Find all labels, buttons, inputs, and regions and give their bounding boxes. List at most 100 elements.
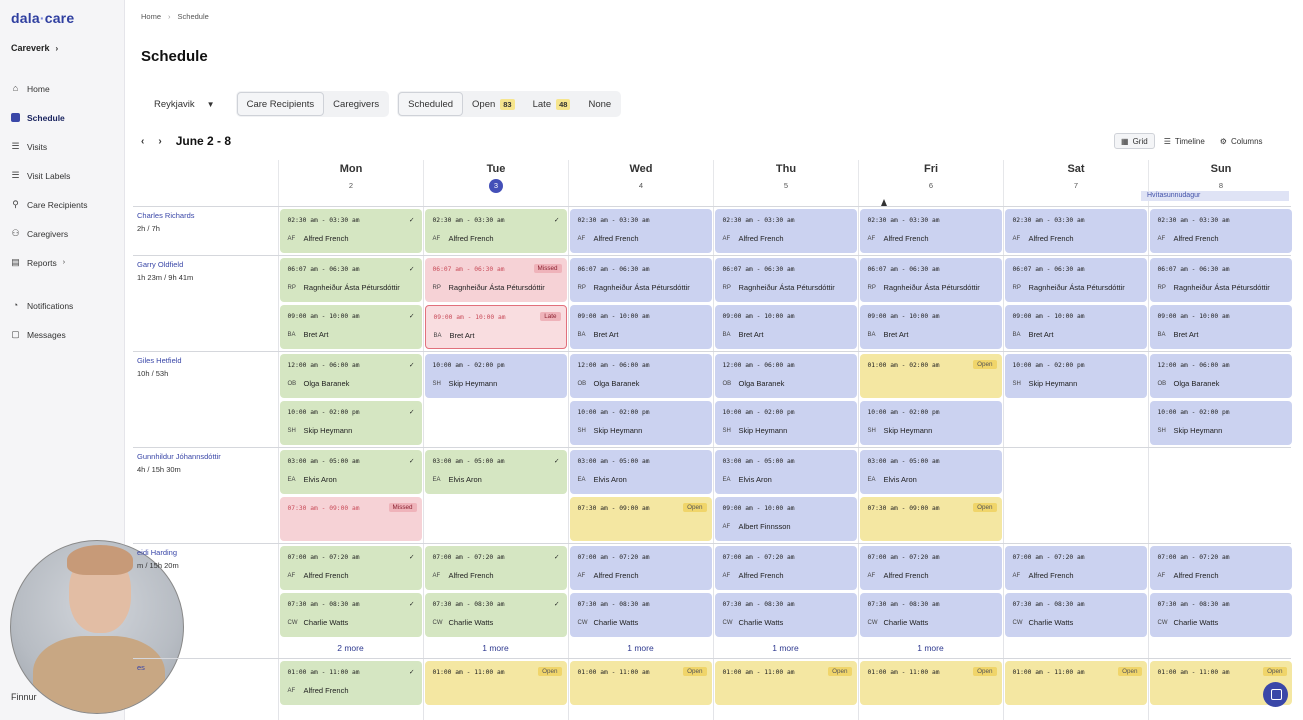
visit-card[interactable]: 07:00 am - 07:20 am ✓ AF Alfred French [424,546,567,590]
visit-card[interactable]: 07:30 am - 09:00 am Open [859,497,1002,541]
visit-card[interactable]: 07:30 am - 09:00 am Missed [279,497,422,541]
visit-card[interactable]: 06:07 am - 06:30 am RP Ragnheiður Ásta Pét… [714,258,857,302]
sidebar-item-care-recipients[interactable]: ⚲ Care Recipients [0,190,124,219]
visit-card[interactable]: 07:00 am - 07:20 am AF Alfred French [569,546,712,590]
breadcrumb-home[interactable]: Home [141,12,162,21]
filter-late[interactable]: Late 48 [524,92,580,116]
visit-card[interactable]: 01:00 am - 02:00 am Open [859,354,1002,398]
visit-card[interactable]: 06:07 am - 06:30 am RP Ragnheiður Ásta Pét… [1004,258,1147,302]
visit-card[interactable]: 07:30 am - 08:30 am CW Charlie Watts [1149,593,1292,637]
visit-card[interactable]: 10:00 am - 02:00 pm SH Skip Heymann [424,354,567,398]
visit-card[interactable]: 07:30 am - 09:00 am Open [569,497,712,541]
visit-card[interactable]: 12:00 am - 06:00 am OB Olga Baranek [569,354,712,398]
visit-card[interactable]: 12:00 am - 06:00 am OB Olga Baranek [714,354,857,398]
visit-card[interactable]: 07:30 am - 08:30 am CW Charlie Watts [714,593,857,637]
visit-card[interactable]: 02:30 am - 03:30 am AF Alfred French [714,209,857,253]
sidebar-item-notifications[interactable]: ◔ Notifications [0,291,124,320]
sidebar-item-visits[interactable]: ☰ Visits [0,132,124,161]
sidebar-item-caregivers[interactable]: ⚇ Caregivers [0,219,124,248]
visit-card[interactable]: 02:30 am - 03:30 am ✓ AF Alfred French [424,209,567,253]
organization-switcher[interactable]: Careverk › [11,43,59,53]
show-more-link[interactable]: 1 more [917,643,944,653]
filter-scheduled[interactable]: Scheduled [398,92,464,116]
visit-card[interactable]: 03:00 am - 05:00 am EA Elvis Aron [714,450,857,494]
location-select[interactable]: Reykjavik ▼ [154,98,215,110]
care-recipient-link[interactable]: eidi Harding [137,548,178,557]
visit-card[interactable]: 09:00 am - 10:00 am BA Bret Art [569,305,712,349]
visit-card[interactable]: 09:00 am - 10:00 am Late BA Bret Art [424,305,567,349]
support-chat-button[interactable] [1263,682,1288,707]
visit-card[interactable]: 06:07 am - 06:30 am ✓ RP Ragnheiður Ásta Pé… [279,258,422,302]
visit-card[interactable]: 09:00 am - 10:00 am BA Bret Art [1004,305,1147,349]
sidebar-item-visit-labels[interactable]: ☰ Visit Labels [0,161,124,190]
next-week-icon[interactable]: › [158,135,162,147]
sidebar-item-reports[interactable]: ▤ Reports › [0,248,124,277]
visit-card[interactable]: 01:00 am - 11:00 am ✓ AF Alfred French [279,661,422,705]
visit-card[interactable]: 09:00 am - 10:00 am BA Bret Art [714,305,857,349]
visit-card[interactable]: 12:00 am - 06:00 am ✓ OB Olga Baranek [279,354,422,398]
visit-card[interactable]: 03:00 am - 05:00 am EA Elvis Aron [569,450,712,494]
view-columns[interactable]: ⚙ Columns [1219,136,1263,146]
tab-caregivers[interactable]: Caregivers [333,98,380,110]
visit-card[interactable]: 10:00 am - 02:00 pm SH Skip Heymann [714,401,857,445]
visit-card[interactable]: 07:00 am - 07:20 am AF Alfred French [859,546,1002,590]
visit-card[interactable]: 09:00 am - 10:00 am AF Albert Finnsson [714,497,857,541]
visit-card[interactable]: 07:00 am - 07:20 am AF Alfred French [1149,546,1292,590]
visit-card[interactable]: 03:00 am - 05:00 am ✓ EA Elvis Aron [424,450,567,494]
visit-card[interactable]: 03:00 am - 05:00 am EA Elvis Aron [859,450,1002,494]
visit-card[interactable]: 03:00 am - 05:00 am ✓ EA Elvis Aron [279,450,422,494]
care-recipient-link[interactable]: es [137,663,145,672]
visit-card[interactable]: 01:00 am - 11:00 am Open [424,661,567,705]
user-menu[interactable]: Finnur [11,692,37,702]
show-more-link[interactable]: 2 more [337,643,364,653]
caregiver: AF Alfred French [1013,234,1074,243]
visit-card[interactable]: 01:00 am - 11:00 am Open [569,661,712,705]
visit-card[interactable]: 07:30 am - 08:30 am CW Charlie Watts [1004,593,1147,637]
view-timeline[interactable]: ☰ Timeline [1163,136,1205,146]
show-more-link[interactable]: 1 more [482,643,509,653]
show-more-link[interactable]: 1 more [772,643,799,653]
visit-card[interactable]: 10:00 am - 02:00 pm SH Skip Heymann [859,401,1002,445]
visit-card[interactable]: 02:30 am - 03:30 am AF Alfred French [1149,209,1292,253]
visit-card[interactable]: 12:00 am - 06:00 am OB Olga Baranek [1149,354,1292,398]
care-recipient-link[interactable]: Giles Hetfield [137,356,182,365]
sidebar-item-messages[interactable]: ▢ Messages [0,320,124,349]
visit-card[interactable]: 06:07 am - 06:30 am RP Ragnheiður Ásta Pét… [569,258,712,302]
visit-card[interactable]: 06:07 am - 06:30 am Missed RP Ragnheiður Ás… [424,258,567,302]
sidebar-item-home[interactable]: ⌂ Home [0,74,124,103]
visit-card[interactable]: 07:00 am - 07:20 am AF Alfred French [714,546,857,590]
visit-card[interactable]: 01:00 am - 11:00 am Open [859,661,1002,705]
visit-card[interactable]: 06:07 am - 06:30 am RP Ragnheiður Ásta Pét… [859,258,1002,302]
visit-card[interactable]: 10:00 am - 02:00 pm ✓ SH Skip Heymann [279,401,422,445]
visit-card[interactable]: 07:30 am - 08:30 am ✓ CW Charlie Watts [424,593,567,637]
dala-care-logo[interactable]: dala·care [11,10,75,26]
visit-card[interactable]: 10:00 am - 02:00 pm SH Skip Heymann [1149,401,1292,445]
visit-card[interactable]: 10:00 am - 02:00 pm SH Skip Heymann [1004,354,1147,398]
visit-card[interactable]: 02:30 am - 03:30 am AF Alfred French [859,209,1002,253]
filter-open[interactable]: Open 83 [463,92,524,116]
visit-card[interactable]: 07:00 am - 07:20 am ✓ AF Alfred French [279,546,422,590]
visit-card[interactable]: 06:07 am - 06:30 am RP Ragnheiður Ásta Pét… [1149,258,1292,302]
visit-card[interactable]: 09:00 am - 10:00 am BA Bret Art [859,305,1002,349]
tab-care-recipients[interactable]: Care Recipients [236,92,325,116]
care-recipient-link[interactable]: Charles Richards [137,211,195,220]
sidebar-item-schedule[interactable]: Schedule [0,103,124,132]
care-recipient-link[interactable]: Garry Oldfield [137,260,184,269]
visit-card[interactable]: 09:00 am - 10:00 am BA Bret Art [1149,305,1292,349]
visit-card[interactable]: 02:30 am - 03:30 am ✓ AF Alfred French [279,209,422,253]
visit-card[interactable]: 07:30 am - 08:30 am ✓ CW Charlie Watts [279,593,422,637]
visit-card[interactable]: 01:00 am - 11:00 am Open [1004,661,1147,705]
visit-card[interactable]: 10:00 am - 02:00 pm SH Skip Heymann [569,401,712,445]
visit-card[interactable]: 02:30 am - 03:30 am AF Alfred French [569,209,712,253]
filter-none[interactable]: None [588,98,612,110]
visit-card[interactable]: 01:00 am - 11:00 am Open [714,661,857,705]
prev-week-icon[interactable]: ‹ [141,135,145,147]
visit-card[interactable]: 07:30 am - 08:30 am CW Charlie Watts [859,593,1002,637]
visit-card[interactable]: 09:00 am - 10:00 am ✓ BA Bret Art [279,305,422,349]
view-grid[interactable]: ▦ Grid [1114,133,1155,149]
visit-card[interactable]: 07:30 am - 08:30 am CW Charlie Watts [569,593,712,637]
visit-card[interactable]: 07:00 am - 07:20 am AF Alfred French [1004,546,1147,590]
care-recipient-link[interactable]: Gunnhildur Jóhannsdóttir [137,452,221,461]
show-more-link[interactable]: 1 more [627,643,654,653]
visit-card[interactable]: 02:30 am - 03:30 am AF Alfred French [1004,209,1147,253]
